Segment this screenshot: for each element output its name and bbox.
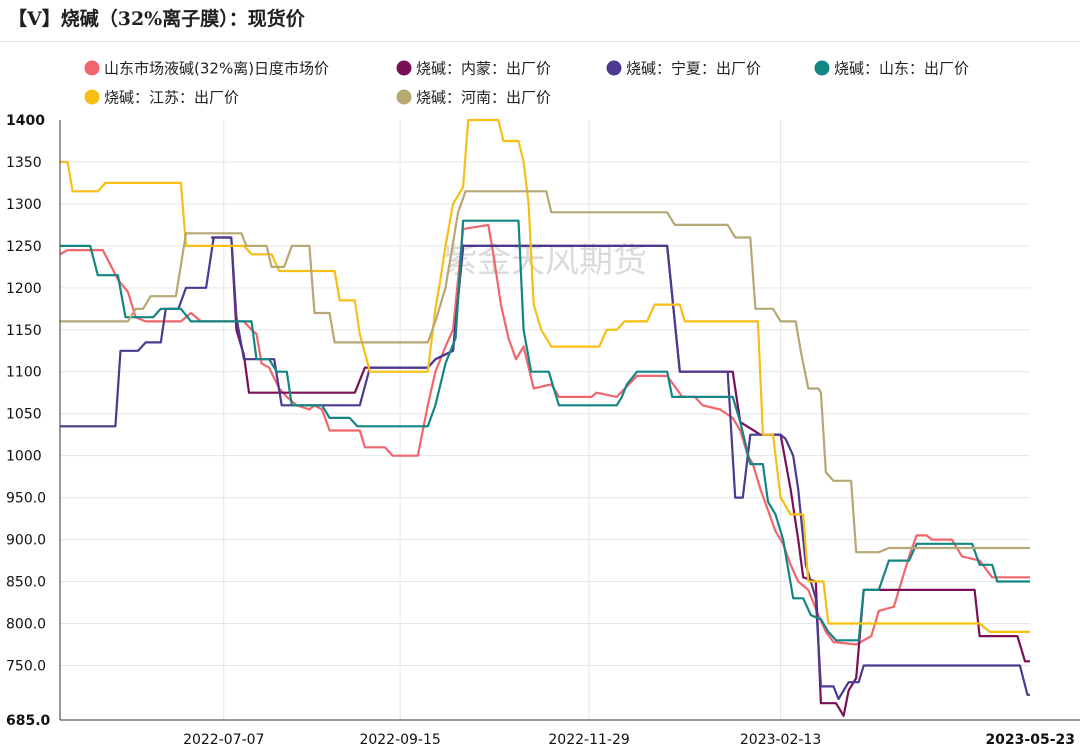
legend-item-4[interactable]: 烧碱：山东：出厂价: [814, 60, 970, 78]
series-line-5: [60, 118, 1030, 634]
legend-item-5[interactable]: 烧碱：江苏：出厂价: [84, 89, 240, 107]
grid-lines: [60, 120, 1030, 720]
y-tick-label: 1150: [6, 323, 42, 339]
chart-title: 【V】烧碱（32%离子膜）：现货价: [8, 8, 305, 30]
y-tick-label: 1400: [6, 113, 45, 129]
y-tick-label: 750.0: [6, 658, 46, 674]
series-line-6: [60, 190, 1030, 554]
x-tick-label: 2022-07-07: [183, 732, 264, 748]
y-tick-label: 1350: [6, 155, 42, 171]
legend-item-6[interactable]: 烧碱：河南：出厂价: [396, 89, 552, 107]
series-line-3: [60, 236, 1030, 701]
x-tick-label: 2023-02-13: [740, 732, 821, 748]
legend-swatch: [396, 89, 412, 105]
watermark: 紫金天风期货: [443, 241, 647, 281]
x-tick-label: 2023-05-23: [985, 732, 1075, 748]
legend-label: 烧碱：内蒙：出厂价: [416, 60, 551, 78]
legend-item-3[interactable]: 烧碱：宁夏：出厂价: [606, 60, 762, 78]
x-axis: 2022-07-07 2022-09-15 2022-11-29 2023-02-13…: [60, 719, 1080, 748]
legend-label: 烧碱：江苏：出厂价: [104, 89, 239, 107]
y-tick-label: 1300: [6, 197, 42, 213]
y-tick-label: 900.0: [6, 533, 46, 549]
y-tick-label: 1050: [6, 407, 42, 423]
y-tick-label: 800.0: [6, 616, 46, 632]
y-axis: 1400 1350 1300 1250 1200 1150 1100 1050 1000 950.…: [6, 113, 61, 729]
y-tick-label: 850.0: [6, 575, 46, 591]
y-tick-label: 685.0: [6, 713, 51, 729]
legend-label: 山东市场液碱(32%离)日度市场价: [104, 60, 329, 78]
legend-item-2[interactable]: 烧碱：内蒙：出厂价: [396, 60, 552, 78]
series-lines: [60, 118, 1030, 717]
x-tick-label: 2022-11-29: [548, 732, 629, 748]
legend-label: 烧碱：河南：出厂价: [416, 89, 551, 107]
y-tick-label: 950.0: [6, 491, 46, 507]
series-line-4: [60, 219, 1030, 642]
y-tick-label: 1200: [6, 281, 42, 297]
legend[interactable]: 山东市场液碱(32%离)日度市场价 烧碱：内蒙：出厂价 烧碱：宁夏：出厂价 烧碱：山东…: [84, 60, 970, 107]
legend-label: 烧碱：宁夏：出厂价: [626, 60, 761, 78]
y-tick-label: 1000: [6, 449, 42, 465]
series-line-2: [211, 236, 1030, 717]
legend-swatch: [396, 60, 412, 76]
y-tick-label: 1100: [6, 365, 42, 381]
legend-swatch: [84, 60, 100, 76]
x-tick-label: 2022-09-15: [359, 732, 440, 748]
legend-item-1[interactable]: 山东市场液碱(32%离)日度市场价: [84, 60, 330, 78]
series-line-1: [60, 223, 1030, 646]
legend-swatch: [84, 89, 100, 105]
title-divider: [0, 41, 1080, 42]
legend-label: 烧碱：山东：出厂价: [834, 60, 969, 78]
y-tick-label: 1250: [6, 239, 42, 255]
legend-swatch: [814, 60, 830, 76]
legend-swatch: [606, 60, 622, 76]
